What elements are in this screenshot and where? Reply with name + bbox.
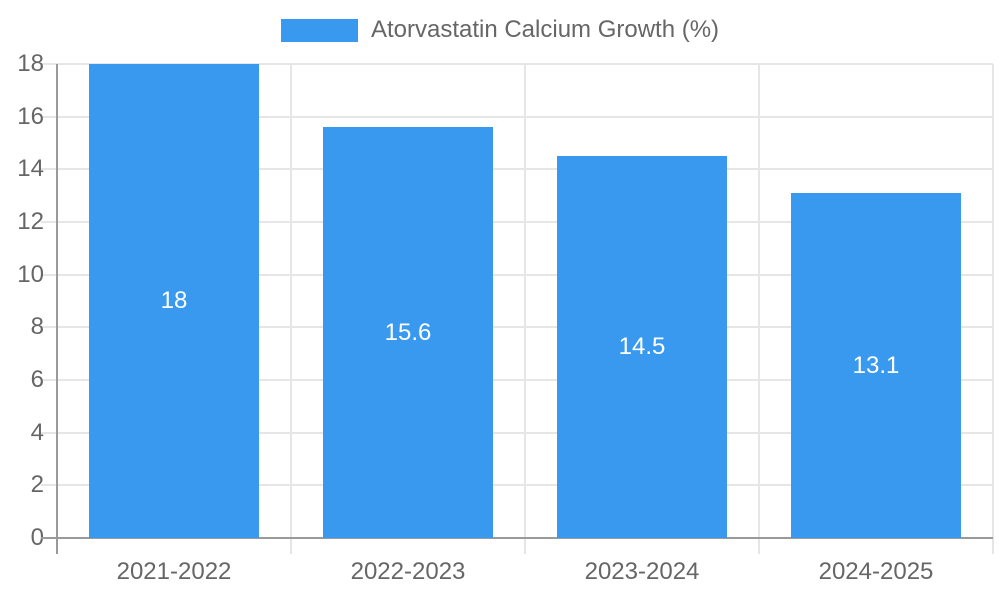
y-tick-label: 8 bbox=[30, 313, 44, 341]
y-tick-label: 14 bbox=[17, 155, 44, 183]
bar bbox=[323, 127, 493, 538]
x-tick-label: 2024-2025 bbox=[818, 558, 934, 585]
bar-value-label: 18 bbox=[160, 287, 188, 314]
x-tick-label: 2022-2023 bbox=[350, 558, 466, 585]
x-gridline bbox=[524, 64, 526, 554]
y-gridline bbox=[41, 379, 993, 381]
y-gridline bbox=[41, 63, 993, 65]
legend: Atorvastatin Calcium Growth (%) bbox=[0, 18, 1000, 42]
y-tick-label: 0 bbox=[30, 524, 44, 551]
bar bbox=[557, 156, 727, 538]
y-gridline bbox=[41, 221, 993, 223]
y-tick-label: 10 bbox=[17, 260, 44, 288]
bar bbox=[791, 193, 961, 538]
y-gridline bbox=[41, 326, 993, 329]
y-gridline bbox=[41, 168, 993, 171]
legend-label: Atorvastatin Calcium Growth (%) bbox=[370, 16, 720, 43]
y-tick-label: 4 bbox=[30, 418, 44, 446]
bar bbox=[89, 64, 259, 538]
y-tick-label: 6 bbox=[30, 366, 44, 393]
x-gridline bbox=[290, 64, 292, 554]
y-gridline bbox=[41, 484, 993, 487]
bar-value-label: 13.1 bbox=[852, 351, 900, 379]
y-tick-label: 16 bbox=[17, 102, 44, 130]
x-gridline bbox=[758, 64, 760, 554]
y-gridline bbox=[41, 273, 993, 276]
x-axis-line bbox=[41, 537, 993, 539]
y-axis-line bbox=[56, 64, 58, 554]
x-gridline bbox=[992, 64, 994, 554]
y-tick-label: 12 bbox=[17, 208, 44, 235]
bar-value-label: 14.5 bbox=[618, 333, 666, 361]
legend-swatch bbox=[280, 18, 358, 42]
bar-value-label: 15.6 bbox=[384, 318, 432, 346]
x-tick-label: 2021-2022 bbox=[116, 558, 232, 585]
y-tick-label: 18 bbox=[17, 50, 44, 77]
y-tick-label: 2 bbox=[30, 471, 44, 499]
x-tick-label: 2023-2024 bbox=[584, 558, 700, 585]
y-gridline bbox=[41, 115, 993, 118]
y-gridline bbox=[41, 431, 993, 434]
